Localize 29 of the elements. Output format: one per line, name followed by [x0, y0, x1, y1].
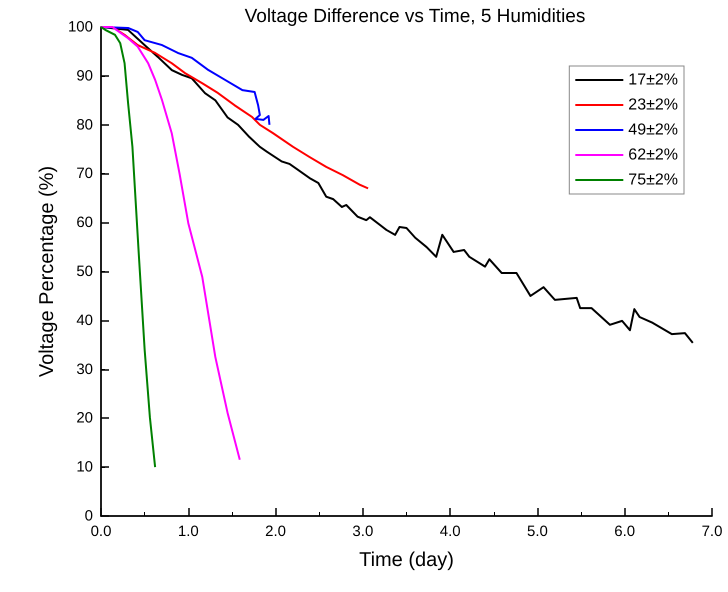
y-tick-label: 50: [76, 263, 93, 280]
x-tick-label: 0.0: [90, 523, 112, 540]
x-tick-label: 6.0: [614, 523, 636, 540]
chart-title: Voltage Difference vs Time, 5 Humidities: [244, 6, 586, 27]
legend-label: 17±2%: [628, 72, 678, 88]
y-tick-label: 90: [76, 67, 93, 84]
y-axis-title: Voltage Percentage (%): [36, 166, 58, 378]
y-tick-label: 80: [76, 116, 93, 134]
y-tick-label: 30: [76, 360, 93, 378]
x-tick-label: 7.0: [702, 523, 722, 540]
y-tick-label: 40: [76, 312, 93, 329]
y-tick-label: 70: [76, 165, 93, 182]
line-series: [100, 26, 156, 468]
line-series: [100, 26, 241, 461]
x-tick-label: 3.0: [352, 523, 374, 540]
legend-label: 75±2%: [628, 172, 678, 188]
y-tick-label: 0: [84, 508, 93, 524]
y-tick-label: 10: [76, 458, 93, 476]
legend-label: 49±2%: [628, 122, 678, 138]
y-tick-label: 60: [76, 214, 93, 232]
legend-label: 23±2%: [628, 96, 678, 114]
y-tick-label: 20: [76, 410, 93, 427]
legend-label: 62±2%: [628, 146, 678, 164]
y-tick-label: 100: [68, 18, 93, 36]
x-tick-label: 1.0: [178, 523, 199, 540]
x-tick-label: 4.0: [440, 523, 461, 540]
x-tick-label: 2.0: [265, 523, 286, 540]
x-tick-label: 5.0: [527, 523, 548, 540]
x-axis-title: Time (day): [359, 549, 454, 571]
